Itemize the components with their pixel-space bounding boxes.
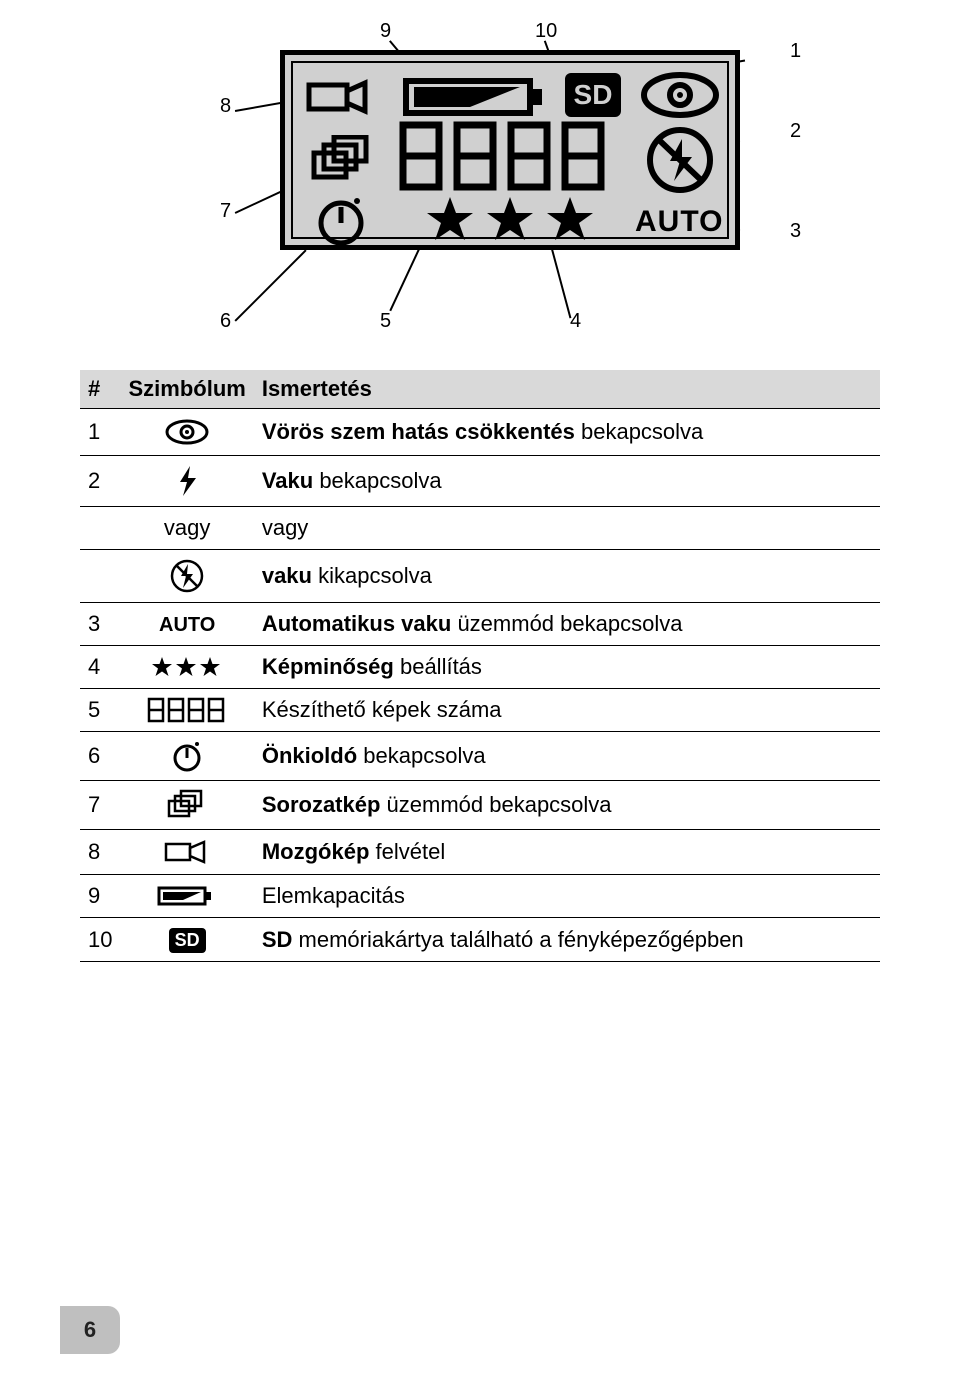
table-header-row: # Szimbólum Ismertetés — [80, 370, 880, 409]
callout-4: 4 — [570, 310, 581, 333]
col-desc: Ismertetés — [254, 370, 880, 409]
row-num: 6 — [80, 732, 120, 781]
table-row: 6 Önkioldó bekapcsolva — [80, 732, 880, 781]
auto-text: AUTO — [635, 205, 723, 239]
row-num: 2 — [80, 456, 120, 507]
row-desc: Önkioldó bekapcsolva — [254, 732, 880, 781]
table-row: 3 AUTO Automatikus vaku üzemmód bekapcsolv… — [80, 603, 880, 646]
eye-icon — [128, 417, 245, 447]
row-symbol — [120, 732, 253, 781]
table-row: vagy vagy — [80, 507, 880, 550]
burst-icon — [128, 789, 245, 821]
table-row: 10 SD SD memóriakártya található a fénykép… — [80, 918, 880, 962]
battery-icon — [400, 73, 550, 121]
auto-text-icon: AUTO — [159, 614, 215, 636]
callout-3: 3 — [790, 220, 801, 243]
row-symbol — [120, 875, 253, 918]
table-row: 2 Vaku bekapcsolva — [80, 456, 880, 507]
row-num: 5 — [80, 689, 120, 732]
row-symbol: SD — [120, 918, 253, 962]
callout-2: 2 — [790, 120, 801, 143]
row-symbol — [120, 830, 253, 875]
table-row: 4 Képminőség beállítás — [80, 646, 880, 689]
page-number: 6 — [60, 1306, 120, 1354]
battery-icon — [128, 884, 245, 908]
row-desc: Elemkapacitás — [254, 875, 880, 918]
row-desc: vagy — [254, 507, 880, 550]
callout-6: 6 — [220, 310, 231, 333]
row-symbol — [120, 781, 253, 830]
digits-icon — [147, 697, 227, 723]
burst-icon — [310, 135, 374, 187]
row-num: 1 — [80, 409, 120, 456]
table-row: 9 Elemkapacitás — [80, 875, 880, 918]
lcd-screen: SD — [280, 50, 740, 250]
noflash-icon — [128, 558, 245, 594]
lcd-diagram: 9 10 1 2 3 8 7 6 5 4 — [80, 20, 880, 350]
row-num: 9 — [80, 875, 120, 918]
table-row: 7 Sorozatkép üzemmód bekapcsolva — [80, 781, 880, 830]
col-num: # — [80, 370, 120, 409]
row-symbol — [120, 689, 253, 732]
vagy-text: vagy — [164, 515, 210, 540]
row-symbol — [120, 646, 253, 689]
legend-table: # Szimbólum Ismertetés 1 Vörös szem hatás… — [80, 370, 880, 962]
row-num: 7 — [80, 781, 120, 830]
row-desc: Vörös szem hatás csökkentés bekapcsolva — [254, 409, 880, 456]
row-symbol — [120, 409, 253, 456]
col-symbol: Szimbólum — [120, 370, 253, 409]
flash-icon — [128, 464, 245, 498]
sd-icon: SD — [565, 73, 621, 117]
row-desc: Vaku bekapcsolva — [254, 456, 880, 507]
row-symbol — [120, 550, 253, 603]
digits-icon — [395, 121, 615, 193]
row-desc: SD memóriakártya található a fényképezőg… — [254, 918, 880, 962]
noflash-icon — [640, 125, 720, 195]
row-symbol: vagy — [120, 507, 253, 550]
row-desc: Automatikus vaku üzemmód bekapcsolva — [254, 603, 880, 646]
table-row: 1 Vörös szem hatás csökkentés bekapcsolva — [80, 409, 880, 456]
callout-1: 1 — [790, 40, 801, 63]
eye-icon — [640, 69, 720, 121]
row-desc: Mozgókép felvétel — [254, 830, 880, 875]
callout-7: 7 — [220, 200, 231, 223]
video-icon — [128, 838, 245, 866]
callout-5: 5 — [380, 310, 391, 333]
callout-10: 10 — [535, 20, 557, 43]
stars-icon — [128, 656, 245, 678]
timer-icon — [128, 740, 245, 772]
stars-icon — [425, 195, 605, 245]
table-row: 5 Készíthető képek száma — [80, 689, 880, 732]
table-row: vaku kikapcsolva — [80, 550, 880, 603]
row-desc: Képminőség beállítás — [254, 646, 880, 689]
row-desc: Készíthető képek száma — [254, 689, 880, 732]
row-desc: Sorozatkép üzemmód bekapcsolva — [254, 781, 880, 830]
row-num — [80, 550, 120, 603]
timer-icon — [313, 195, 369, 245]
video-icon — [305, 73, 375, 121]
table-row: 8 Mozgókép felvétel — [80, 830, 880, 875]
row-desc: vaku kikapcsolva — [254, 550, 880, 603]
row-num — [80, 507, 120, 550]
row-symbol: AUTO — [120, 603, 253, 646]
row-num: 8 — [80, 830, 120, 875]
row-num: 3 — [80, 603, 120, 646]
row-num: 4 — [80, 646, 120, 689]
row-num: 10 — [80, 918, 120, 962]
row-symbol — [120, 456, 253, 507]
callout-8: 8 — [220, 95, 231, 118]
sd-icon: SD — [169, 928, 206, 953]
